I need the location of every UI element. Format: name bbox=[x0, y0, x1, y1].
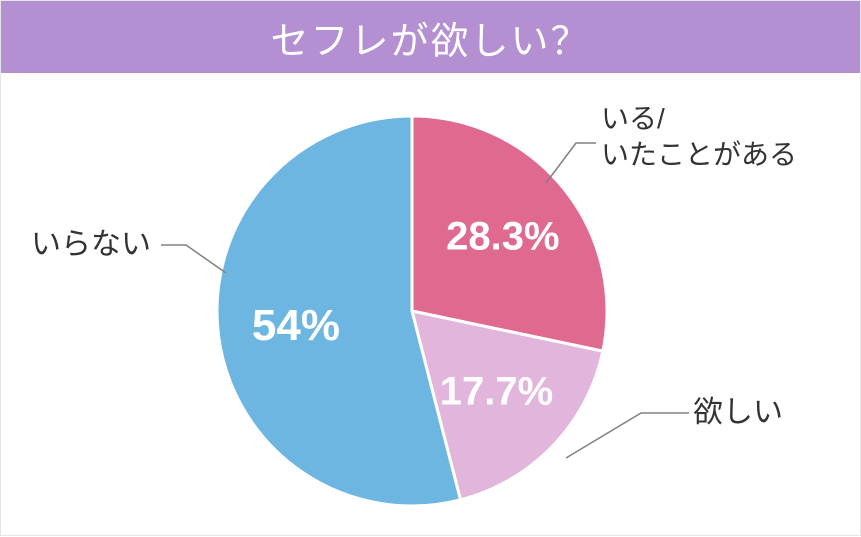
chart-container: セフレが欲しい？ 28.3% 17.7% 54% いる/いたことがある 欲しい … bbox=[0, 0, 861, 536]
leader-lines bbox=[1, 73, 861, 537]
title-bar: セフレが欲しい？ bbox=[1, 1, 860, 73]
chart-area: 28.3% 17.7% 54% いる/いたことがある 欲しい いらない bbox=[1, 73, 860, 537]
chart-title: セフレが欲しい？ bbox=[270, 10, 590, 65]
